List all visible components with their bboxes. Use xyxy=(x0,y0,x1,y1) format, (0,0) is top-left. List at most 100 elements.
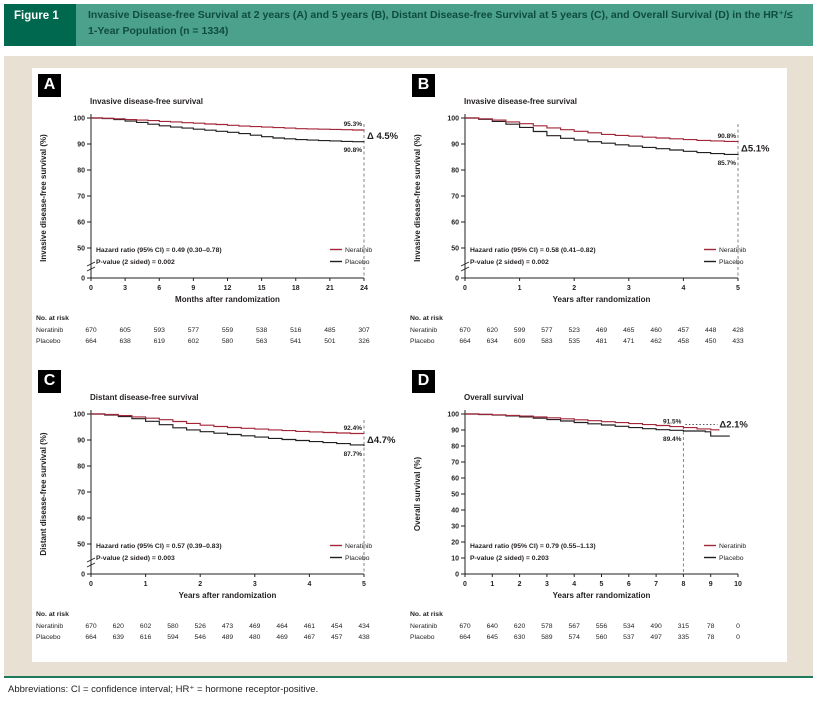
risk-value: 609 xyxy=(514,338,526,345)
risk-value: 640 xyxy=(487,623,499,630)
figure-body: A 100 90 80 70 60 50 0 0 3 6 9 12 15 18 21 24 95.3% 90.8%… xyxy=(4,55,813,678)
risk-value: 471 xyxy=(623,338,635,345)
x-tick-label: 15 xyxy=(258,285,266,292)
figure-number-label: Figure 1 xyxy=(4,4,76,46)
x-tick-label: 5 xyxy=(600,581,604,588)
x-tick-label: 18 xyxy=(292,285,300,292)
x-tick-label: 21 xyxy=(326,285,334,292)
risk-value: 670 xyxy=(459,327,471,334)
risk-row-label: Placebo xyxy=(36,338,61,345)
chart-title: Overall survival xyxy=(464,393,524,402)
risk-value: 620 xyxy=(487,327,499,334)
x-tick-label: 8 xyxy=(681,581,685,588)
chart-title: Distant disease-free survival xyxy=(90,393,199,402)
chart-title: Invasive disease-free survival xyxy=(464,97,577,106)
axis-break xyxy=(460,261,470,266)
legend-label-placebo: Placebo xyxy=(719,555,744,562)
delta-label: Δ5.1% xyxy=(741,143,770,154)
risk-table-header: No. at risk xyxy=(410,315,443,322)
risk-value: 461 xyxy=(304,623,316,630)
panel-b-chart: 100 90 80 70 60 50 00 1 2 3 4 5 90.8% 85.7% Δ5.1% Hazar… xyxy=(410,97,770,345)
risk-value: 664 xyxy=(85,338,97,345)
risk-value: 664 xyxy=(459,634,471,641)
legend-label-neratinib: Neratinib xyxy=(719,543,746,550)
risk-value: 469 xyxy=(276,634,288,641)
axis-break xyxy=(86,562,96,567)
x-tick-label: 1 xyxy=(144,581,148,588)
x-axis-title: Years after randomization xyxy=(553,591,651,600)
risk-value: 670 xyxy=(85,327,97,334)
x-tick-label: 2 xyxy=(572,285,576,292)
y-tick-label: 100 xyxy=(73,115,85,122)
x-axis-title: Years after randomization xyxy=(553,295,651,304)
risk-value: 490 xyxy=(650,623,662,630)
km-curve-neratinib xyxy=(91,116,365,131)
y-tick-label: 100 xyxy=(73,411,85,418)
risk-value: 462 xyxy=(650,338,662,345)
risk-value: 639 xyxy=(113,634,125,641)
axis-break xyxy=(86,557,96,562)
end-label-placebo: 89.4% xyxy=(663,435,682,442)
y-tick-label: 100 xyxy=(447,115,459,122)
risk-value: 620 xyxy=(514,623,526,630)
risk-value: 464 xyxy=(276,623,288,630)
end-label-neratinib: 90.8% xyxy=(718,132,737,139)
x-tick-label: 7 xyxy=(654,581,658,588)
risk-value: 538 xyxy=(256,327,268,334)
chart-title: Invasive disease-free survival xyxy=(90,97,203,106)
risk-value: 469 xyxy=(249,623,261,630)
panel-c: C 100 90 80 70 60 50 0 0 1 2 3 4 5 92.4% 87.7% Δ4.7% Haz… xyxy=(34,369,408,654)
risk-value: 580 xyxy=(222,338,234,345)
x-tick-label: 0 xyxy=(463,285,467,292)
y-tick-label: 50 xyxy=(451,491,459,498)
risk-value: 526 xyxy=(195,623,207,630)
km-curve-neratinib xyxy=(91,412,365,434)
risk-value: 78 xyxy=(707,623,715,630)
panel-d: D 100 90 80 70 60 50 40 30 20 10 0 0 1 2 3 4 5 6 7 8 9 10 91.5… xyxy=(408,369,785,654)
y-tick-label: 80 xyxy=(77,463,85,470)
x-tick-label: 0 xyxy=(89,581,93,588)
risk-value: 638 xyxy=(119,338,131,345)
stats-line: P-value (2 sided) = 0.003 xyxy=(96,555,175,562)
panel-b: B 100 90 80 70 60 50 0 0 1 2 3 4 5 90.8% 85.7% Δ5.1% Haz… xyxy=(408,73,785,358)
y-tick-label: 70 xyxy=(451,459,459,466)
risk-value: 516 xyxy=(290,327,302,334)
figure-header: Figure 1 Invasive Disease-free Survival … xyxy=(4,4,813,46)
x-tick-label: 3 xyxy=(253,581,257,588)
delta-label: Δ2.1% xyxy=(719,419,748,430)
risk-value: 577 xyxy=(188,327,200,334)
y-tick-label: 90 xyxy=(77,437,85,444)
x-tick-label: 3 xyxy=(123,285,127,292)
stats-line: P-value (2 sided) = 0.002 xyxy=(470,259,549,266)
risk-value: 560 xyxy=(596,634,608,641)
risk-value: 577 xyxy=(541,327,553,334)
y-tick-label: 10 xyxy=(451,555,459,562)
x-tick-label: 9 xyxy=(191,285,195,292)
risk-value: 434 xyxy=(358,623,370,630)
risk-value: 457 xyxy=(678,327,690,334)
y-tick-label: 70 xyxy=(77,193,85,200)
risk-value: 574 xyxy=(569,634,581,641)
risk-value: 335 xyxy=(678,634,690,641)
risk-row-label: Neratinib xyxy=(36,327,63,334)
x-tick-label: 0 xyxy=(89,285,93,292)
x-axis-title: Years after randomization xyxy=(179,591,277,600)
x-tick-label: 9 xyxy=(709,581,713,588)
x-tick-label: 5 xyxy=(362,581,366,588)
y-axis-title: Distant disease-free survival (%) xyxy=(39,432,48,555)
x-tick-label: 2 xyxy=(198,581,202,588)
risk-value: 578 xyxy=(541,623,553,630)
y-tick-label: 100 xyxy=(447,411,459,418)
risk-value: 605 xyxy=(119,327,131,334)
risk-value: 616 xyxy=(140,634,152,641)
y-tick-label: 80 xyxy=(451,443,459,450)
y-tick-label: 90 xyxy=(77,141,85,148)
risk-value: 473 xyxy=(222,623,234,630)
x-tick-label: 12 xyxy=(224,285,232,292)
panel-c-chart: 100 90 80 70 60 50 00 1 2 3 4 5 92.4% 87.7% Δ4.7% Hazar… xyxy=(36,393,396,641)
risk-value: 307 xyxy=(358,327,370,334)
risk-value: 535 xyxy=(569,338,581,345)
risk-value: 546 xyxy=(195,634,207,641)
y-tick-label: 20 xyxy=(451,539,459,546)
